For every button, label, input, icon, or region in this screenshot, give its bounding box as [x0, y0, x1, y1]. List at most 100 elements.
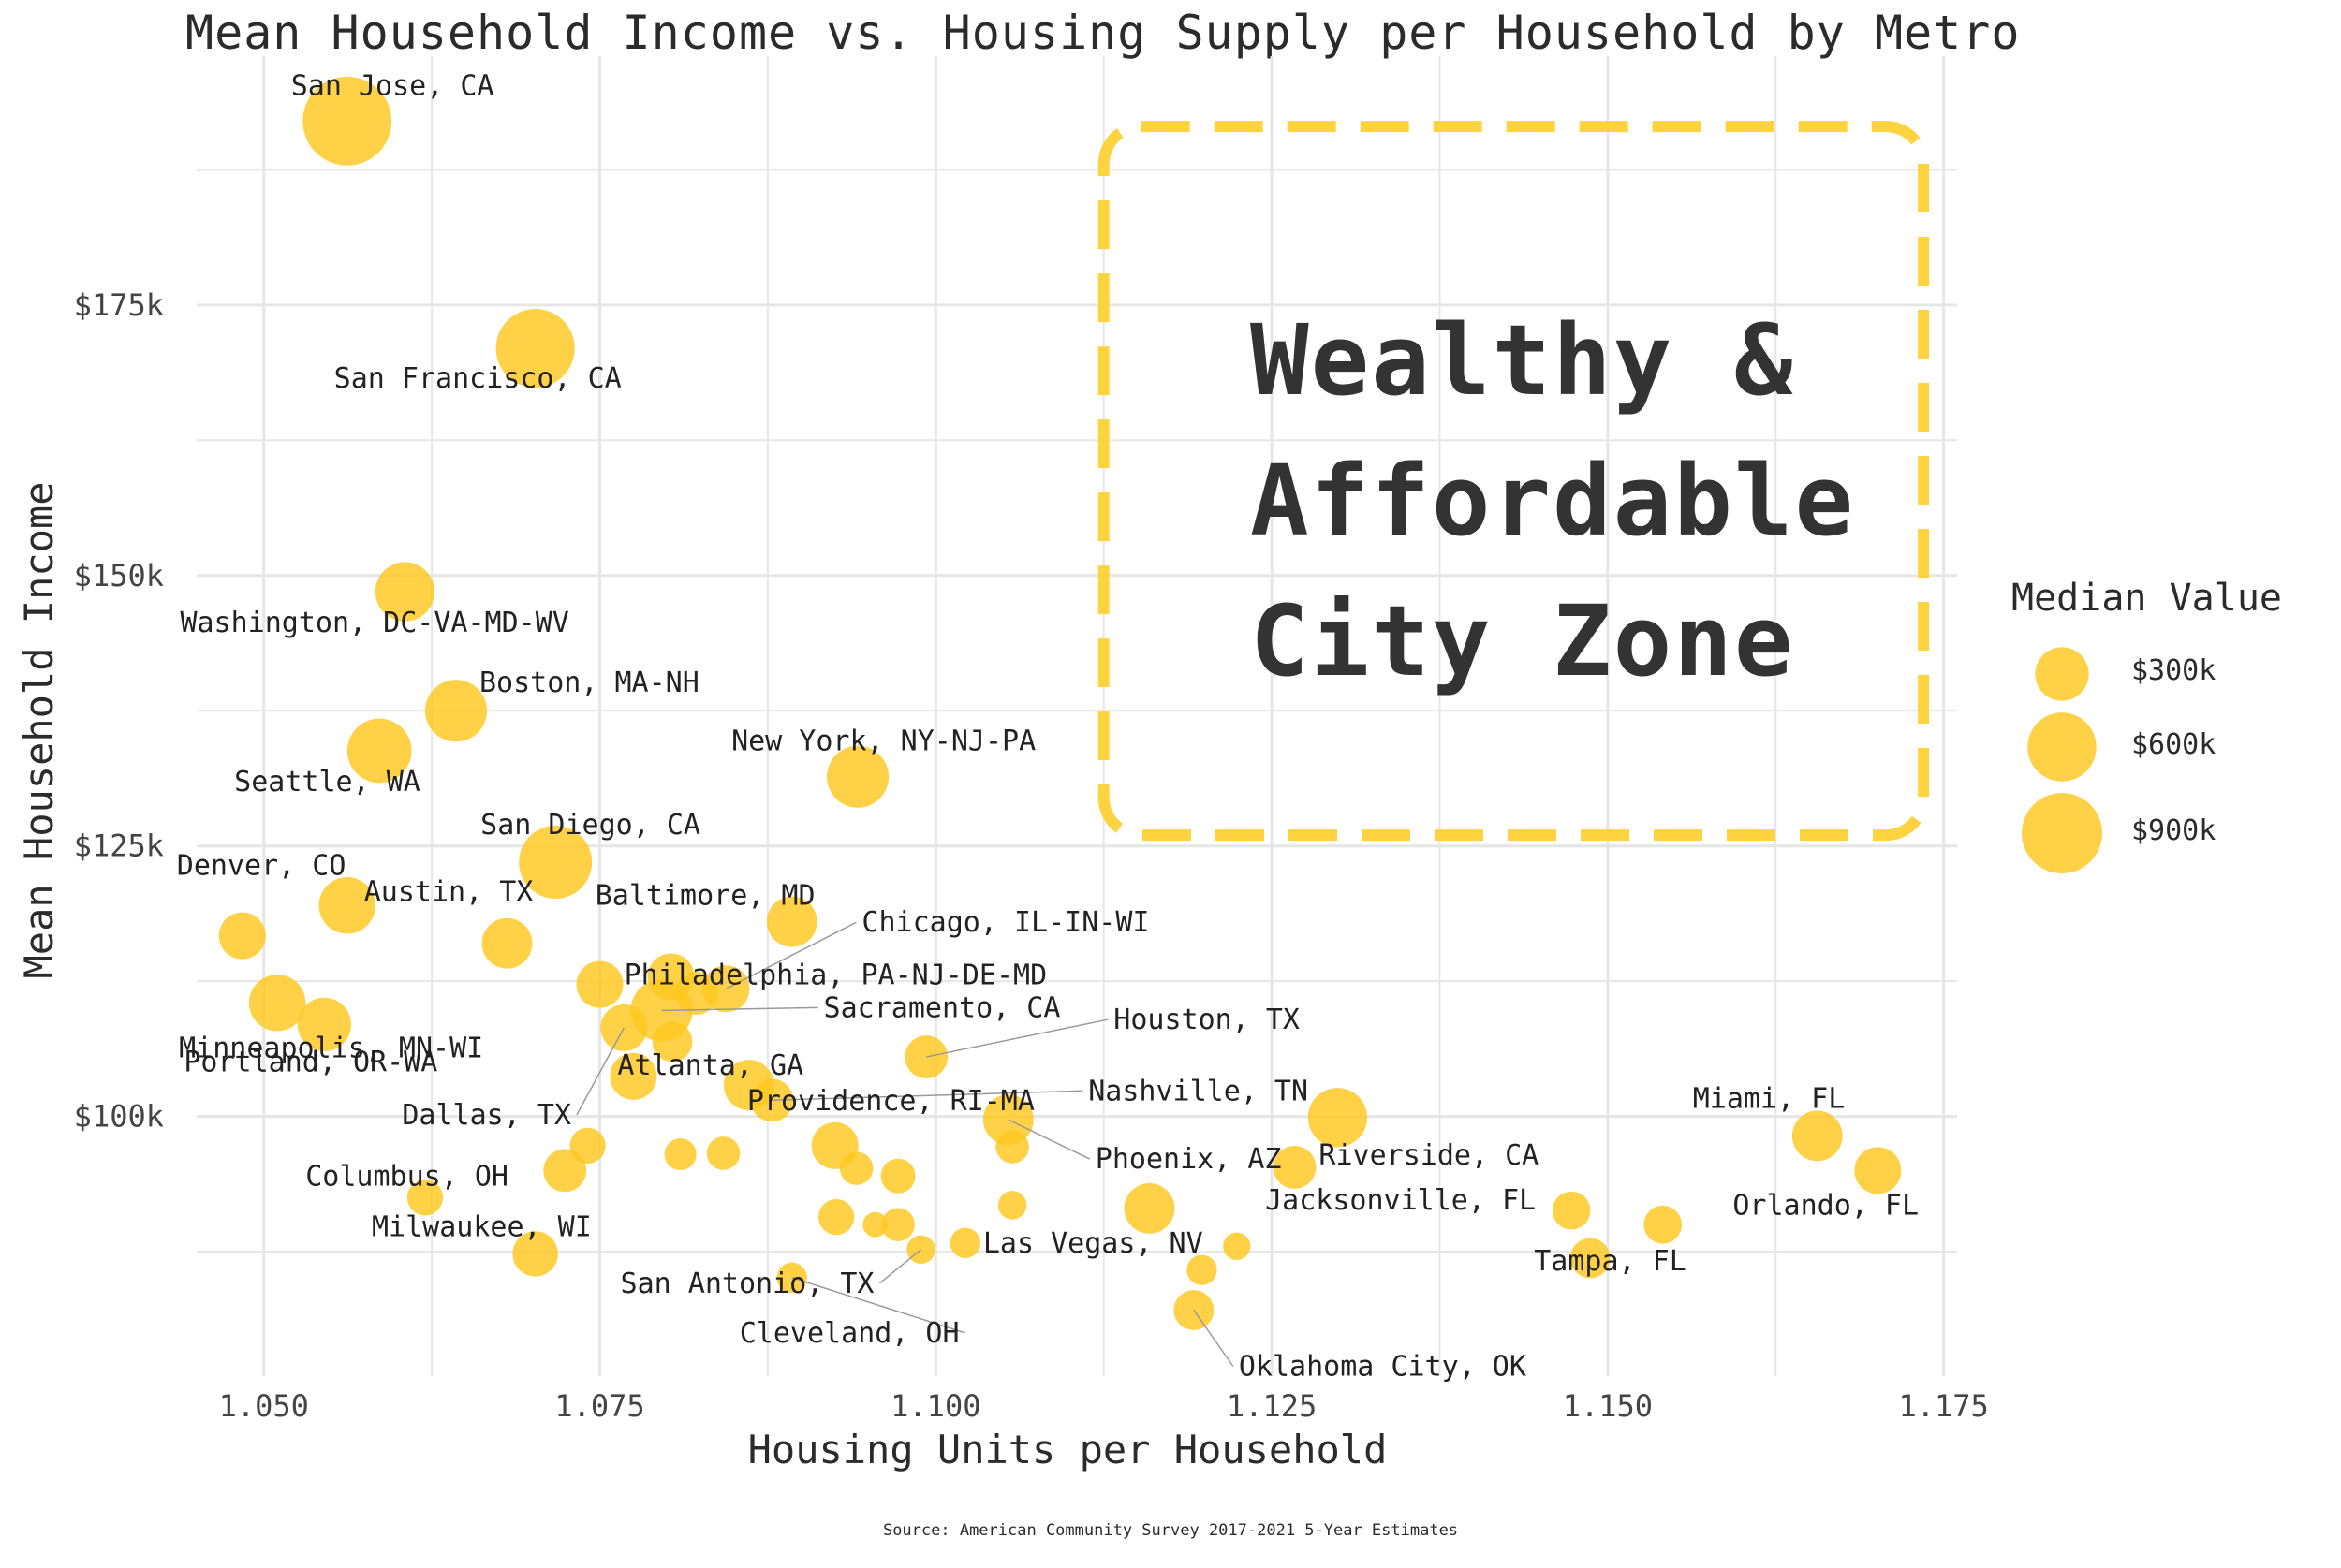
data-point [652, 1021, 693, 1062]
data-point [664, 1138, 697, 1171]
data-point [995, 1130, 1029, 1164]
data-point [218, 912, 266, 960]
data-point [1223, 1232, 1251, 1260]
point-label: Atlanta, GA [617, 1049, 803, 1082]
legend-label-600k: $600k [2131, 728, 2216, 761]
data-point [302, 76, 392, 166]
point-label: Sacramento, CA [824, 991, 1061, 1024]
data-point [839, 1151, 874, 1185]
point-label: San Antonio, TX [621, 1268, 875, 1300]
point-label: Las Vegas, NV [983, 1227, 1203, 1260]
point-label: Portland, OR-WA [184, 1046, 437, 1078]
x-tick-label: 1.100 [891, 1388, 980, 1424]
data-point [1643, 1205, 1683, 1244]
legend-symbol [2027, 712, 2097, 782]
point-label: Columbus, OH [305, 1160, 508, 1193]
data-point [375, 562, 435, 622]
point-label: San Diego, CA [480, 809, 700, 842]
point-label: Denver, CO [177, 850, 346, 883]
legend-title: Median Value [2011, 577, 2282, 620]
annotation-zone-text: Wealthy & Affordable City Zone [1250, 303, 1856, 698]
data-point [1273, 1146, 1317, 1189]
leader-line [1193, 1310, 1234, 1367]
data-point [1854, 1147, 1902, 1194]
point-label: Washington, DC-VA-MD-WV [180, 607, 568, 639]
x-tick-label: 1.150 [1563, 1388, 1653, 1424]
annotation-zone [1097, 121, 1930, 842]
leader-line [772, 1090, 1083, 1102]
data-point [519, 826, 593, 900]
legend-symbols [2022, 647, 2102, 873]
data-point [406, 1180, 444, 1216]
leader-lines [576, 921, 1234, 1367]
data-point [297, 997, 351, 1052]
point-labels: San Jose, CA San Francisco, CA Washington,… [177, 69, 1919, 1383]
legend-symbol [2035, 647, 2089, 701]
point-label: Jacksonville, FL [1265, 1184, 1536, 1217]
data-point [1552, 1191, 1591, 1230]
y-tick-label: $175k [74, 287, 164, 323]
data-point [512, 1231, 558, 1277]
data-point [997, 1191, 1027, 1220]
grid [197, 56, 1957, 1376]
point-label: Seattle, WA [234, 766, 420, 799]
y-tick-label: $150k [74, 558, 164, 593]
data-point [1307, 1088, 1368, 1148]
point-label: Boston, MA-NH [479, 667, 699, 699]
point-label: Chicago, IL-IN-WI [861, 906, 1149, 939]
point-label: Dallas, TX [402, 1099, 571, 1132]
source-note: Source: American Community Survey 2017-2… [882, 1521, 1459, 1540]
data-point [543, 1149, 587, 1193]
leader-line [791, 1277, 965, 1334]
point-label: Houston, TX [1113, 1004, 1300, 1036]
point-label: Austin, TX [364, 875, 534, 908]
data-point [495, 309, 575, 388]
leader-line [1008, 1119, 1091, 1160]
point-label: Milwaukee, WI [372, 1210, 592, 1243]
point-label: Cleveland, OH [740, 1317, 960, 1350]
point-label: Riverside, CA [1318, 1139, 1539, 1172]
data-point [674, 971, 718, 1015]
point-label: Baltimore, MD [596, 880, 816, 913]
data-point [706, 1136, 741, 1170]
y-axis-title: Mean Household Income [16, 481, 62, 978]
data-point [950, 1227, 981, 1259]
annotation-zone-border [1097, 121, 1930, 842]
data-point [827, 745, 890, 808]
data-point [1791, 1110, 1843, 1162]
data-point [1124, 1182, 1175, 1234]
data-point [1186, 1254, 1217, 1285]
leader-line [661, 1006, 818, 1012]
point-label: Oklahoma City, OK [1239, 1351, 1526, 1384]
point-label: Tampa, FL [1534, 1245, 1686, 1278]
point-label: Miami, FL [1693, 1082, 1846, 1115]
data-point [880, 1158, 916, 1194]
data-point [318, 877, 375, 934]
legend-label-300k: $300k [2131, 654, 2216, 687]
data-point [1569, 1238, 1611, 1279]
data-point [248, 975, 306, 1032]
leader-line [926, 1018, 1109, 1058]
point-label: Phoenix, AZ [1096, 1143, 1282, 1176]
point-label: Philadelphia, PA-NJ-DE-MD [625, 960, 1048, 992]
data-point [862, 1211, 889, 1238]
data-point [569, 1127, 606, 1164]
x-axis-title: Housing Units per Household [748, 1427, 1388, 1473]
leader-line [576, 1027, 626, 1116]
point-label: Minneapolis, MN-WI [179, 1032, 483, 1064]
data-point [817, 1198, 855, 1236]
point-label: San Francisco, CA [334, 362, 622, 395]
axes: 1.050 1.075 1.100 1.125 1.150 1.175 $100k $125k… [16, 287, 1989, 1473]
y-tick-label: $125k [74, 828, 164, 864]
data-point [576, 960, 624, 1008]
x-tick-label: 1.125 [1227, 1388, 1317, 1424]
x-tick-label: 1.075 [554, 1388, 644, 1424]
data-point [481, 917, 533, 969]
point-label: Providence, RI-MA [747, 1085, 1035, 1118]
legend-symbol [2022, 793, 2102, 873]
legend-label-900k: $900k [2131, 814, 2216, 847]
chart-title: Mean Household Income vs. Housing Supply… [185, 6, 2021, 60]
x-tick-label: 1.050 [219, 1388, 309, 1424]
x-tick-label: 1.175 [1898, 1388, 1988, 1424]
